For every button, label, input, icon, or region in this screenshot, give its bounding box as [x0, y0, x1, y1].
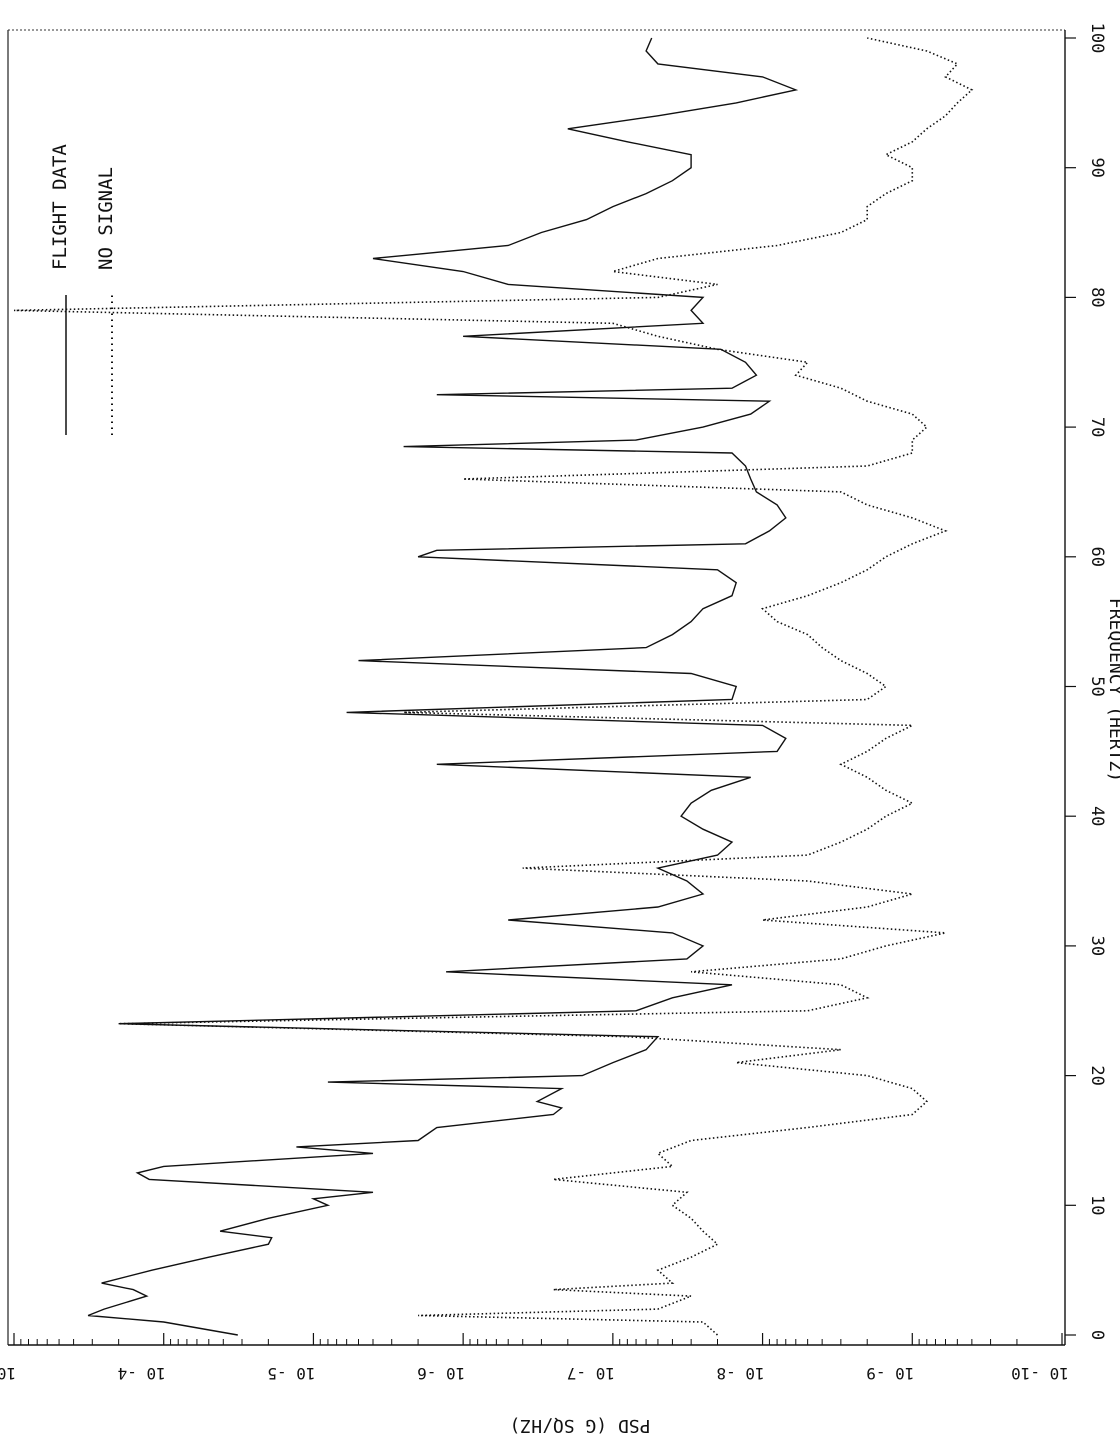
- psd-ticks: 10 -3 10 -4 10 -5 10 -6 10 -7 10 -8 10 -9 10 -1…: [0, 1333, 1069, 1383]
- x-tick-label: 40: [1087, 806, 1107, 826]
- x-tick-label: 30: [1087, 936, 1107, 956]
- plot-frame: [7, 29, 1066, 1346]
- series-flight-data-line: [87, 37, 799, 1336]
- y-tick-label: 10 -10: [1011, 1364, 1069, 1383]
- y-axis-label: PSD (G SQ/HZ): [510, 1415, 651, 1436]
- y-tick-label: 10 -6: [417, 1364, 465, 1383]
- y-tick-label: 10 -8: [716, 1364, 764, 1383]
- series-group: [13, 37, 974, 1336]
- x-tick-label: 10: [1087, 1195, 1107, 1215]
- frequency-ticks: 0 10 20 30 40 50 60 70 80 90 100: [1065, 23, 1107, 1340]
- x-tick-label: 50: [1087, 676, 1107, 696]
- y-tick-label: 10 -7: [567, 1364, 615, 1383]
- y-tick-label: 10 -5: [267, 1364, 315, 1383]
- x-tick-label: 0: [1087, 1330, 1107, 1340]
- y-tick-label: 10 -9: [866, 1364, 914, 1383]
- x-tick-label: 20: [1087, 1065, 1107, 1085]
- legend-label-no-signal: NO SIGNAL: [95, 167, 117, 270]
- series-no-signal-line: [13, 37, 974, 1336]
- y-tick-label: 10 -4: [118, 1364, 166, 1383]
- x-axis-label: FREQUENCY (HERTZ): [1105, 598, 1120, 782]
- legend: FLIGHT DATA NO SIGNAL: [49, 144, 117, 435]
- legend-label-flight-data: FLIGHT DATA: [49, 144, 71, 270]
- y-tick-label: 10 -3: [0, 1364, 16, 1383]
- x-tick-label: 60: [1087, 547, 1107, 567]
- x-tick-label: 80: [1087, 287, 1107, 307]
- x-tick-label: 70: [1087, 417, 1107, 437]
- x-tick-label: 90: [1087, 157, 1107, 177]
- x-tick-label: 100: [1087, 23, 1107, 54]
